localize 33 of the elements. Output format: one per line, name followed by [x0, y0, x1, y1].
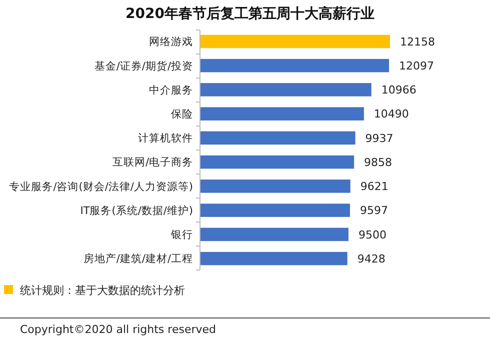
data-label: 12097	[399, 59, 434, 72]
text: Copyright©2020 all rights reserved	[20, 322, 216, 336]
text: 统计规则：基于大数据的统计分析	[20, 284, 185, 297]
bar	[200, 228, 348, 242]
y-tick-label: 互联网/电子商务	[112, 156, 193, 169]
y-tick-label: 房地产/建筑/建材/工程	[83, 252, 193, 266]
y-tick-label: 中介服务	[149, 83, 193, 96]
data-label: 9428	[357, 252, 386, 266]
data-label: 9597	[360, 204, 388, 218]
y-tick-label: 银行	[170, 229, 193, 242]
data-label: 12158	[400, 35, 435, 48]
bar	[200, 155, 354, 169]
data-label: 9500	[358, 228, 386, 242]
y-tick-label: 保险	[171, 108, 193, 120]
data-label: 10490	[374, 108, 409, 121]
bar	[200, 131, 356, 145]
bar	[200, 83, 372, 96]
y-tick-label: 基金/证券/期货/投资	[94, 59, 193, 72]
chart-title: 2020年春节后复工第五周十大高薪行业	[126, 5, 374, 22]
bar	[200, 58, 390, 72]
bar	[200, 204, 350, 217]
y-tick-label: IT服务(系统/数据/维护)	[80, 204, 193, 217]
data-label: 9621	[360, 180, 388, 194]
bar	[200, 107, 364, 120]
y-tick-label: 专业服务/咨询(财会/法律/人力资源等)	[9, 180, 193, 193]
bar	[200, 180, 350, 193]
data-label: 9937	[365, 132, 394, 145]
y-tick-label: 计算机软件	[138, 132, 193, 145]
bar	[200, 34, 390, 48]
y-tick-label: 网络游戏	[149, 35, 193, 48]
bar	[200, 252, 348, 266]
data-label: 9858	[364, 156, 392, 169]
data-label: 10966	[381, 84, 416, 97]
